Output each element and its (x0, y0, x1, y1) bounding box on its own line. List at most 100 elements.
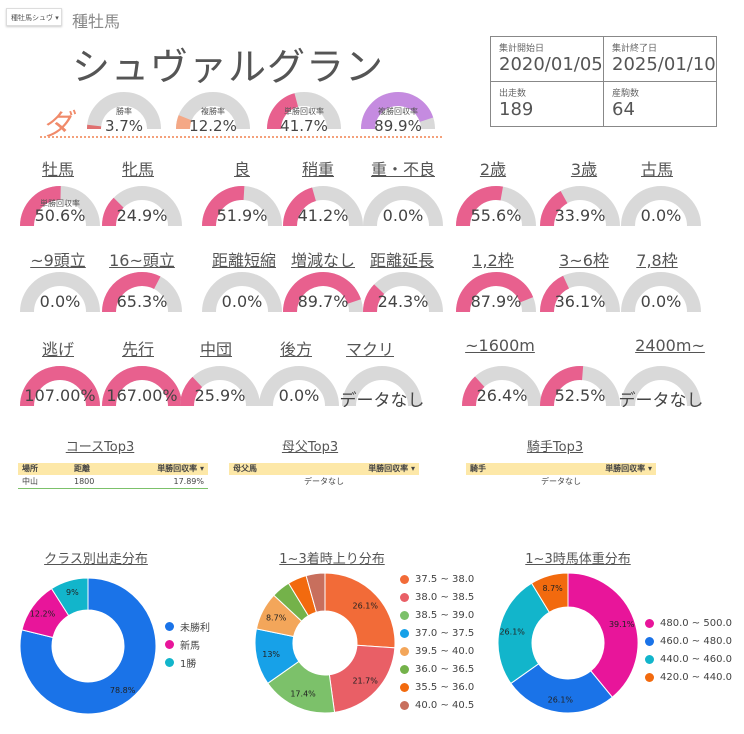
gauge-inner-label: 単勝回収率 (40, 199, 80, 208)
legend-item[interactable]: 39.5 ~ 40.0 (400, 642, 474, 660)
legend-dot-icon (645, 672, 654, 682)
gauge-arc (361, 92, 435, 130)
table-row: 中山 1800 17.89% (18, 475, 208, 489)
gauge-header[interactable]: ~9頭立 (30, 251, 86, 270)
gauge-header[interactable]: 増減なし (290, 251, 356, 270)
legend-label: 新馬 (180, 640, 200, 652)
table-header-cell[interactable]: 単勝回収率 ▾ (368, 464, 415, 473)
gauge-header[interactable]: 牡馬 (41, 160, 75, 179)
gauge-header[interactable]: マクリ (345, 340, 395, 359)
gauge-header[interactable]: 重・不良 (370, 160, 436, 179)
gauge-header[interactable]: 3歳 (570, 160, 598, 179)
gauge-arc (540, 366, 620, 407)
gauge-header[interactable]: 2歳 (479, 160, 507, 179)
gauge-value: 24.3% (377, 292, 429, 311)
gauge-track (176, 92, 250, 130)
gauge-fill (456, 186, 503, 227)
gauge-header[interactable]: 古馬 (640, 160, 674, 179)
gauge-track (87, 92, 161, 130)
legend-dot-icon (645, 636, 654, 646)
legend-item[interactable]: 35.5 ~ 36.0 (400, 678, 474, 696)
gauge-header[interactable]: 16~頭立 (109, 251, 175, 270)
table-cell: 17.89% (173, 477, 204, 486)
gauge-fill (202, 186, 245, 227)
donut-chart: 78.8% 12.2% 9% (19, 577, 157, 715)
stat-label: 出走数 (499, 89, 527, 99)
gauge-value: 0.0% (221, 292, 263, 311)
legend-item[interactable]: 440.0 ~ 460.0 (645, 650, 732, 668)
table-header-row: 場所 距離 単勝回収率 ▾ (18, 463, 208, 475)
legend-item[interactable]: 37.5 ~ 38.0 (400, 570, 474, 588)
gauge-arc (259, 366, 339, 407)
table-header-cell[interactable]: 単勝回収率 ▾ (605, 464, 652, 473)
gauge-arc (283, 186, 363, 227)
chart-legend: 未勝利新馬 1勝 (165, 617, 210, 671)
gauge-fill (540, 191, 568, 227)
slice-label: 13% (262, 650, 280, 659)
legend-label: 1勝 (180, 658, 197, 670)
gauge-fill (456, 272, 534, 313)
gauge-header[interactable]: 良 (233, 160, 251, 179)
gauge-arc (202, 272, 282, 313)
gauge-arc (363, 186, 443, 227)
gauge-header[interactable]: 牝馬 (121, 160, 155, 179)
gauge-value: 51.9% (216, 206, 268, 225)
top3-table: 騎手 単勝回収率 ▾ データなし (466, 463, 656, 488)
gauge-header[interactable]: 1,2枠 (472, 251, 514, 270)
gauge-header[interactable]: 2400m~ (635, 336, 705, 355)
legend-item[interactable]: 40.0 ~ 40.5 (400, 696, 474, 714)
legend-item[interactable]: 480.0 ~ 500.0 (645, 614, 732, 632)
gauge-track (20, 272, 100, 313)
slice-label: 78.8% (110, 686, 136, 695)
gauge-header[interactable]: 7,8枠 (636, 251, 678, 270)
legend-item[interactable]: 38.0 ~ 38.5 (400, 588, 474, 606)
horse-selector-label: 種牡馬シュヴ (11, 14, 53, 22)
gauge-track (342, 366, 422, 407)
table-header-cell[interactable]: 単勝回収率 ▾ (157, 464, 204, 473)
gauge-fill (20, 186, 61, 227)
gauge-track (259, 366, 339, 407)
legend-dot-icon (400, 610, 409, 620)
legend-item[interactable]: 36.0 ~ 36.5 (400, 660, 474, 678)
gauge-track (363, 186, 443, 227)
legend-item[interactable]: 新馬 (165, 635, 210, 653)
stat-box: 集計終了日 2025/01/10 (603, 36, 717, 82)
legend-item[interactable]: 460.0 ~ 480.0 (645, 632, 732, 650)
legend-item[interactable]: 420.0 ~ 440.0 (645, 668, 732, 686)
slice-label: 39.1% (609, 620, 635, 629)
gauge-header[interactable]: 中団 (199, 340, 233, 359)
gauge-fill (267, 93, 299, 130)
legend-dot-icon (400, 628, 409, 638)
gauge-arc (283, 272, 363, 313)
legend-item[interactable]: 1勝 (165, 653, 210, 671)
chart-title: クラス別出走分布 (44, 552, 148, 567)
gauge-value: 41.2% (297, 206, 349, 225)
table-header-cell: 場所 (22, 464, 38, 473)
donut-slice (567, 572, 639, 698)
legend-item[interactable]: 38.5 ~ 39.0 (400, 606, 474, 624)
gauge-fill (540, 275, 570, 313)
gauge-arc (20, 366, 100, 407)
gauge-value: 0.0% (640, 292, 682, 311)
gauge-header[interactable]: 後方 (279, 340, 313, 359)
gauge-track (621, 186, 701, 227)
gauge-arc (621, 272, 701, 313)
gauge-value: 41.7% (280, 117, 328, 135)
gauge-header[interactable]: 逃げ (41, 340, 75, 359)
donut-chart: 26.1% 21.7% 17.4% 13% 8.7% (254, 572, 396, 714)
gauge-label: 単勝回収率 (284, 107, 324, 116)
gauge-value: 89.9% (374, 117, 422, 135)
legend-item[interactable]: 37.0 ~ 37.5 (400, 624, 474, 642)
category-label: 種牡馬 (72, 12, 121, 31)
gauge-header[interactable]: 3~6枠 (559, 251, 609, 270)
gauge-fill (283, 272, 361, 313)
gauge-header[interactable]: ~1600m (465, 336, 535, 355)
gauge-header[interactable]: 先行 (121, 340, 155, 359)
legend-label: 37.0 ~ 37.5 (415, 627, 475, 639)
donut-slice (305, 572, 326, 613)
legend-item[interactable]: 未勝利 (165, 617, 210, 635)
horse-selector[interactable]: 種牡馬シュヴ ▾ (6, 8, 62, 26)
gauge-header[interactable]: 稍重 (301, 160, 335, 179)
gauge-header[interactable]: 距離短縮 (211, 251, 277, 270)
gauge-header[interactable]: 距離延長 (369, 251, 435, 270)
